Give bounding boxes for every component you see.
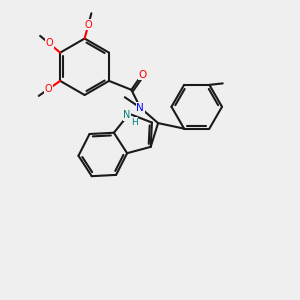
Text: N: N <box>123 110 130 120</box>
Text: N: N <box>136 103 144 112</box>
Text: O: O <box>45 84 52 94</box>
Text: O: O <box>85 20 92 30</box>
Text: O: O <box>45 38 53 49</box>
Text: O: O <box>139 70 147 80</box>
Text: H: H <box>131 118 138 127</box>
